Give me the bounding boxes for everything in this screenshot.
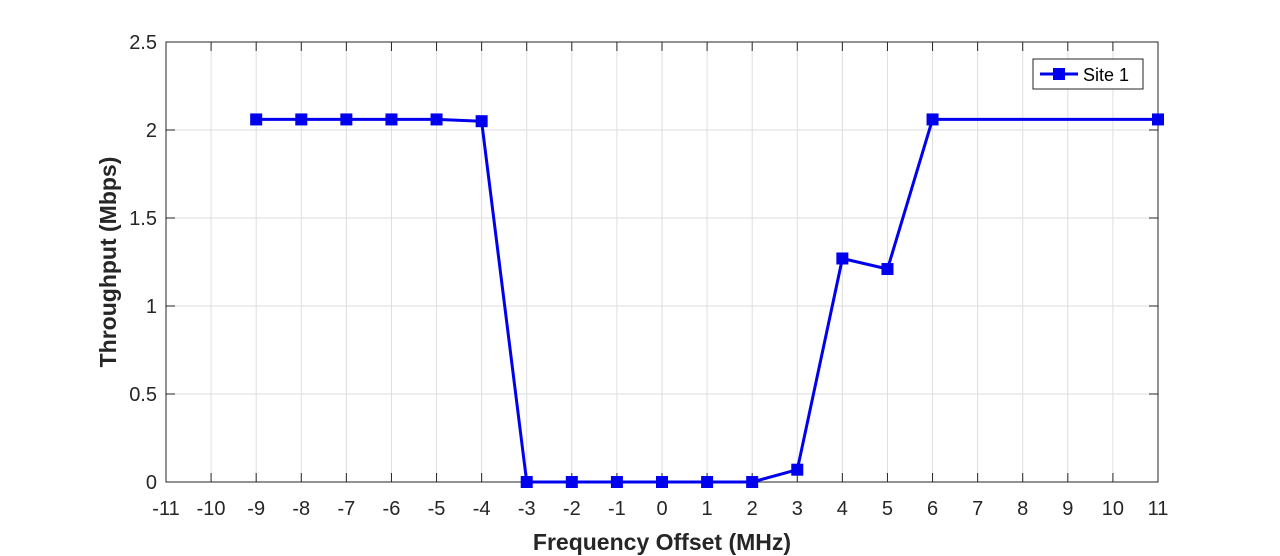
data-point [610,476,623,488]
data-point [1152,113,1164,126]
x-tick-label: 4 [837,498,848,520]
y-tick-label: 2 [146,120,157,142]
x-tick-label: 6 [927,498,938,520]
data-point [430,113,443,126]
legend-marker [1053,68,1065,80]
x-tick-label: 11 [1148,498,1169,520]
y-tick-label: 0.5 [129,384,157,406]
x-axis-label: Frequency Offset (MHz) [533,529,791,555]
x-tick-label: -6 [383,498,401,520]
data-point [881,263,894,276]
data-point [656,476,668,488]
data-point [926,113,939,126]
y-tick-label: 0 [146,472,157,494]
data-point [836,252,849,265]
x-tick-label: 2 [747,498,758,520]
data-point [520,476,533,488]
x-axis-ticks: -11 -10 -9 -8 -7 -6 -5 -4 -3 -2 -1 0 1 2 3 4 5 6 7 8 9 10 11 [152,42,1168,520]
x-tick-label: -11 [152,498,179,520]
x-tick-label: -5 [428,498,446,520]
legend-label-site-1: Site 1 [1083,65,1129,85]
x-tick-label: 9 [1062,498,1073,520]
data-point [475,115,488,128]
legend: Site 1 [1032,58,1144,90]
data-point [791,463,804,476]
x-tick-label: -4 [473,498,491,520]
data-point [565,476,578,488]
data-point [250,113,263,126]
x-tick-label: 5 [882,498,893,520]
data-point [746,476,759,488]
x-tick-label: 1 [702,498,713,520]
y-axis-label: Throughput (Mbps) [95,157,121,368]
x-tick-label: 10 [1102,498,1124,520]
x-tick-label: -3 [518,498,536,520]
data-point [385,113,398,126]
x-tick-label: 3 [792,498,803,520]
x-tick-label: -8 [292,498,310,520]
y-tick-label: 2.5 [129,32,157,54]
x-tick-label: -2 [563,498,581,520]
data-point [340,113,353,126]
y-tick-label: 1.5 [129,208,157,230]
data-point [701,476,714,488]
x-tick-label: -1 [608,498,626,520]
y-tick-label: 1 [146,296,157,318]
x-tick-label: -7 [337,498,355,520]
x-tick-label: 8 [1017,498,1028,520]
x-tick-label: -10 [197,498,226,520]
y-axis-ticks: 0 0.5 1 1.5 2 2.5 [129,32,1158,494]
x-tick-label: 0 [656,498,667,520]
series-layer [250,113,1164,488]
x-tick-label: -9 [247,498,265,520]
data-point [295,113,308,126]
x-tick-label: 7 [972,498,983,520]
